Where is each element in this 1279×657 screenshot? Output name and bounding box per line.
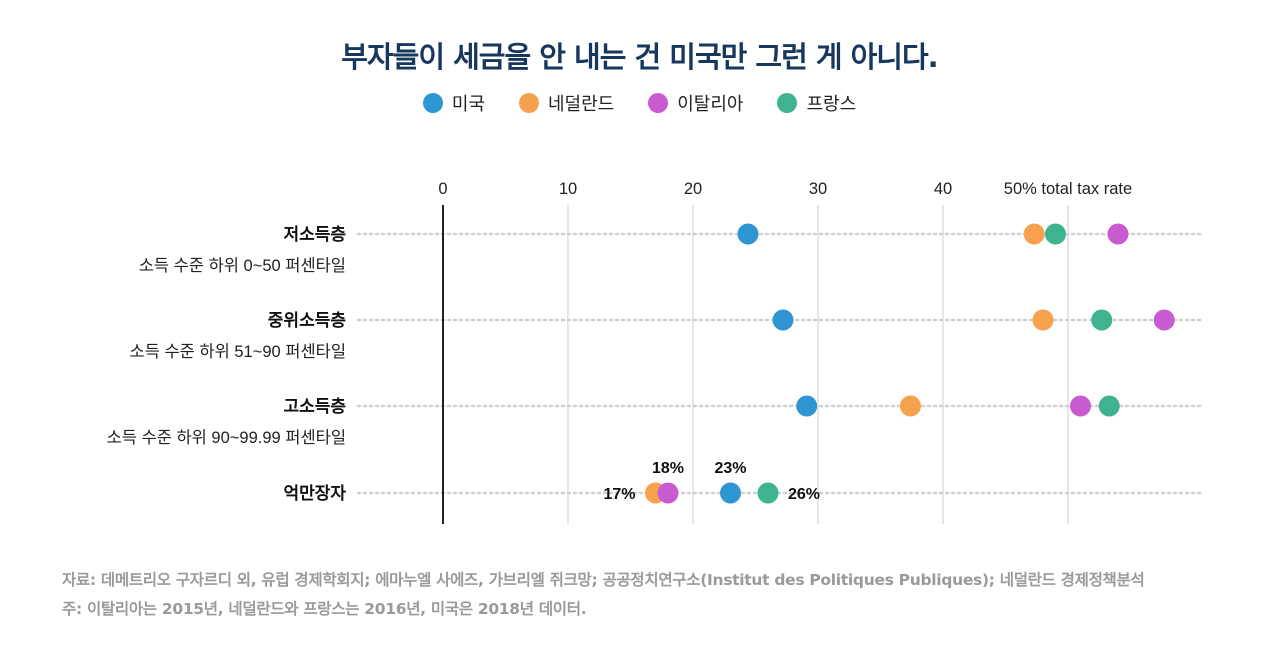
legend-item-netherlands: 네덜란드 <box>518 90 615 116</box>
tick-label-20: 20 <box>684 180 702 198</box>
dot-france-row-3 <box>757 482 779 504</box>
data-label-italy: 18% <box>652 460 684 477</box>
data-label-us: 23% <box>714 460 746 477</box>
dot-netherlands-row-0 <box>1023 223 1045 245</box>
chart-title: 부자들이 세금을 안 내는 건 미국만 그런 게 아니다. <box>341 40 938 74</box>
dot-italy-row-2 <box>1070 395 1091 417</box>
dot-netherlands-row-1 <box>1032 309 1054 331</box>
dot-us-row-1 <box>772 309 794 331</box>
dot-france-row-1 <box>1091 309 1113 331</box>
footer: 자료: 데메트리오 구자르디 외, 유럽 경제학회지; 에마누엘 사에즈, 가브… <box>62 566 1145 624</box>
legend-item-us: 미국 <box>422 90 485 116</box>
legend-label-us: 미국 <box>451 94 485 115</box>
tick-label-0: 0 <box>438 180 447 198</box>
row-label-2: 고소득층 <box>283 397 346 416</box>
dot-us-row-2 <box>796 395 818 417</box>
legend-dot-netherlands <box>518 93 539 113</box>
data-label-france: 26% <box>788 486 820 503</box>
row-sublabel-1: 소득 수준 하위 51~90 퍼센타일 <box>130 342 346 361</box>
dot-italy-row-0 <box>1107 223 1129 245</box>
row-sublabel-0: 소득 수준 하위 0~50 퍼센타일 <box>139 256 346 275</box>
legend-item-france: 프랑스 <box>777 90 856 116</box>
legend-dot-us <box>422 93 443 113</box>
dot-france-row-0 <box>1045 223 1066 245</box>
legend-label-france: 프랑스 <box>806 94 857 115</box>
legend: 미국 네덜란드 이탈리아 프랑스 <box>0 90 1279 116</box>
dot-france-row-2 <box>1098 395 1120 417</box>
data-note: 주: 이탈리아는 2015년, 네덜란드와 프랑스는 2016년, 미국은 20… <box>62 600 587 618</box>
row-label-0: 저소득층 <box>283 225 346 244</box>
source-note: 자료: 데메트리오 구자르디 외, 유럽 경제학회지; 에마누엘 사에즈, 가브… <box>62 571 1145 589</box>
tick-label-30: 30 <box>809 180 827 198</box>
legend-dot-france <box>777 93 798 113</box>
legend-label-italy: 이탈리아 <box>677 94 744 115</box>
row-label-1: 중위소득층 <box>268 311 347 330</box>
tick-label-10: 10 <box>559 180 577 198</box>
row-sublabel-2: 소득 수준 하위 90~99.99 퍼센타일 <box>107 428 346 447</box>
tick-label-40: 40 <box>934 180 952 198</box>
dot-us-row-3 <box>720 482 741 504</box>
row-label-3: 억만장자 <box>283 484 346 503</box>
tick-label-50: 50% total tax rate <box>1004 180 1132 198</box>
dot-italy-row-1 <box>1153 309 1175 331</box>
dot-us-row-0 <box>737 223 759 245</box>
legend-dot-italy <box>648 93 669 113</box>
data-label-netherlands: 17% <box>603 486 635 503</box>
dot-netherlands-row-2 <box>900 395 921 417</box>
legend-item-italy: 이탈리아 <box>648 90 743 116</box>
legend-label-netherlands: 네덜란드 <box>547 94 615 115</box>
dot-italy-row-3 <box>657 482 679 504</box>
